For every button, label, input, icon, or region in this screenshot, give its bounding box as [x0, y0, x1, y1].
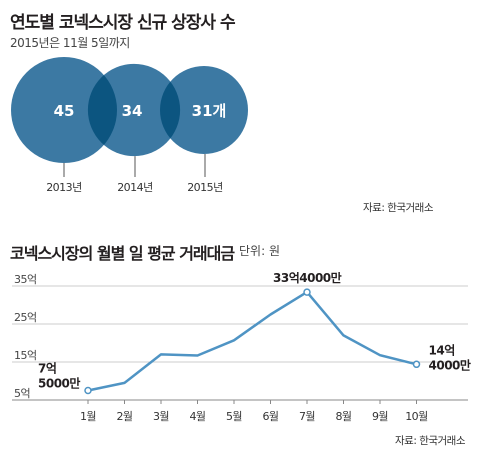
data-annotation: 33억4000만: [273, 272, 342, 285]
venn-source: 자료: 한국거래소: [363, 202, 434, 214]
x-tick-label: 8월: [335, 410, 351, 423]
circle-overlap: [87, 63, 117, 157]
circle-value-label: 34: [122, 102, 143, 120]
x-tick-label: 9월: [372, 410, 388, 423]
x-tick-label: 4월: [189, 410, 205, 423]
data-annotation: 14억 4000만: [429, 343, 471, 372]
data-point: [84, 386, 92, 395]
line-chart-source: 자료: 한국거래소: [395, 435, 466, 447]
x-tick-label: 7월: [299, 410, 315, 423]
data-point: [412, 360, 421, 369]
x-tick-label: 6월: [262, 410, 278, 423]
data-point: [303, 288, 311, 296]
year-circle: [11, 57, 117, 163]
circle-value-label: 31개: [192, 102, 227, 120]
series-line: [87, 290, 417, 392]
x-tick-label: 1월: [80, 410, 96, 423]
x-tick-label: 10월: [405, 410, 428, 423]
data-annotation: 7억 5000만: [38, 362, 80, 391]
x-tick-label: 5월: [226, 410, 242, 423]
year-label: 2015년: [187, 181, 223, 194]
year-label: 2013년: [46, 181, 82, 194]
circle-value-label: 45: [54, 102, 75, 120]
x-tick-label: 2월: [116, 410, 132, 423]
y-tick-label: 5억: [14, 387, 30, 400]
year-circle: [160, 66, 248, 154]
x-tick-label: 3월: [153, 410, 169, 423]
y-tick-label: 35억: [14, 273, 37, 286]
line-chart-title: 코넥스시장의 월별 일 평균 거래대금: [10, 244, 235, 263]
y-tick-label: 25억: [14, 311, 37, 324]
venn-subtitle: 2015년은 11월 5일까지: [10, 36, 130, 50]
venn-title: 연도별 코넥스시장 신규 상장사 수: [10, 13, 236, 33]
y-tick-label: 15억: [14, 349, 37, 362]
year-label: 2014년: [117, 181, 153, 194]
venn-chart: 45 34 31개 2013년 2014년 2015년: [11, 57, 248, 194]
line-chart-unit: 단위: 원: [239, 244, 280, 258]
line-chart: 5억 15억 25억 35억 1월 2월 3월 4월 5월 6월 7월 8월 9월 10월 7억 5000만 3…: [12, 272, 471, 423]
